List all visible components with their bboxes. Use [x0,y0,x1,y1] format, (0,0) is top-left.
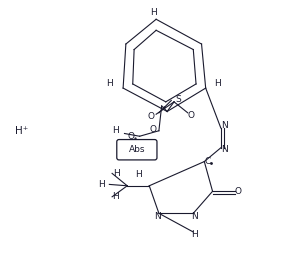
Text: H: H [214,79,221,88]
Text: Abs: Abs [129,145,145,154]
Text: H: H [135,170,142,179]
Text: H: H [112,126,119,135]
Text: H: H [106,79,113,88]
Text: O: O [127,132,134,141]
Text: N: N [221,145,228,154]
Text: H: H [113,169,120,178]
Text: N: N [221,121,228,130]
FancyBboxPatch shape [117,140,157,160]
Text: O: O [188,111,195,120]
Text: O: O [235,187,242,195]
Text: N: N [191,212,198,220]
Text: O: O [148,112,155,121]
Text: C: C [204,157,211,165]
Text: H: H [191,230,198,239]
Text: O: O [149,125,156,134]
Text: S: S [175,95,181,104]
Text: N: N [154,212,161,220]
Text: H: H [150,8,157,17]
Text: H: H [112,192,119,201]
Text: H: H [98,180,105,189]
Text: H⁺: H⁺ [16,126,29,136]
